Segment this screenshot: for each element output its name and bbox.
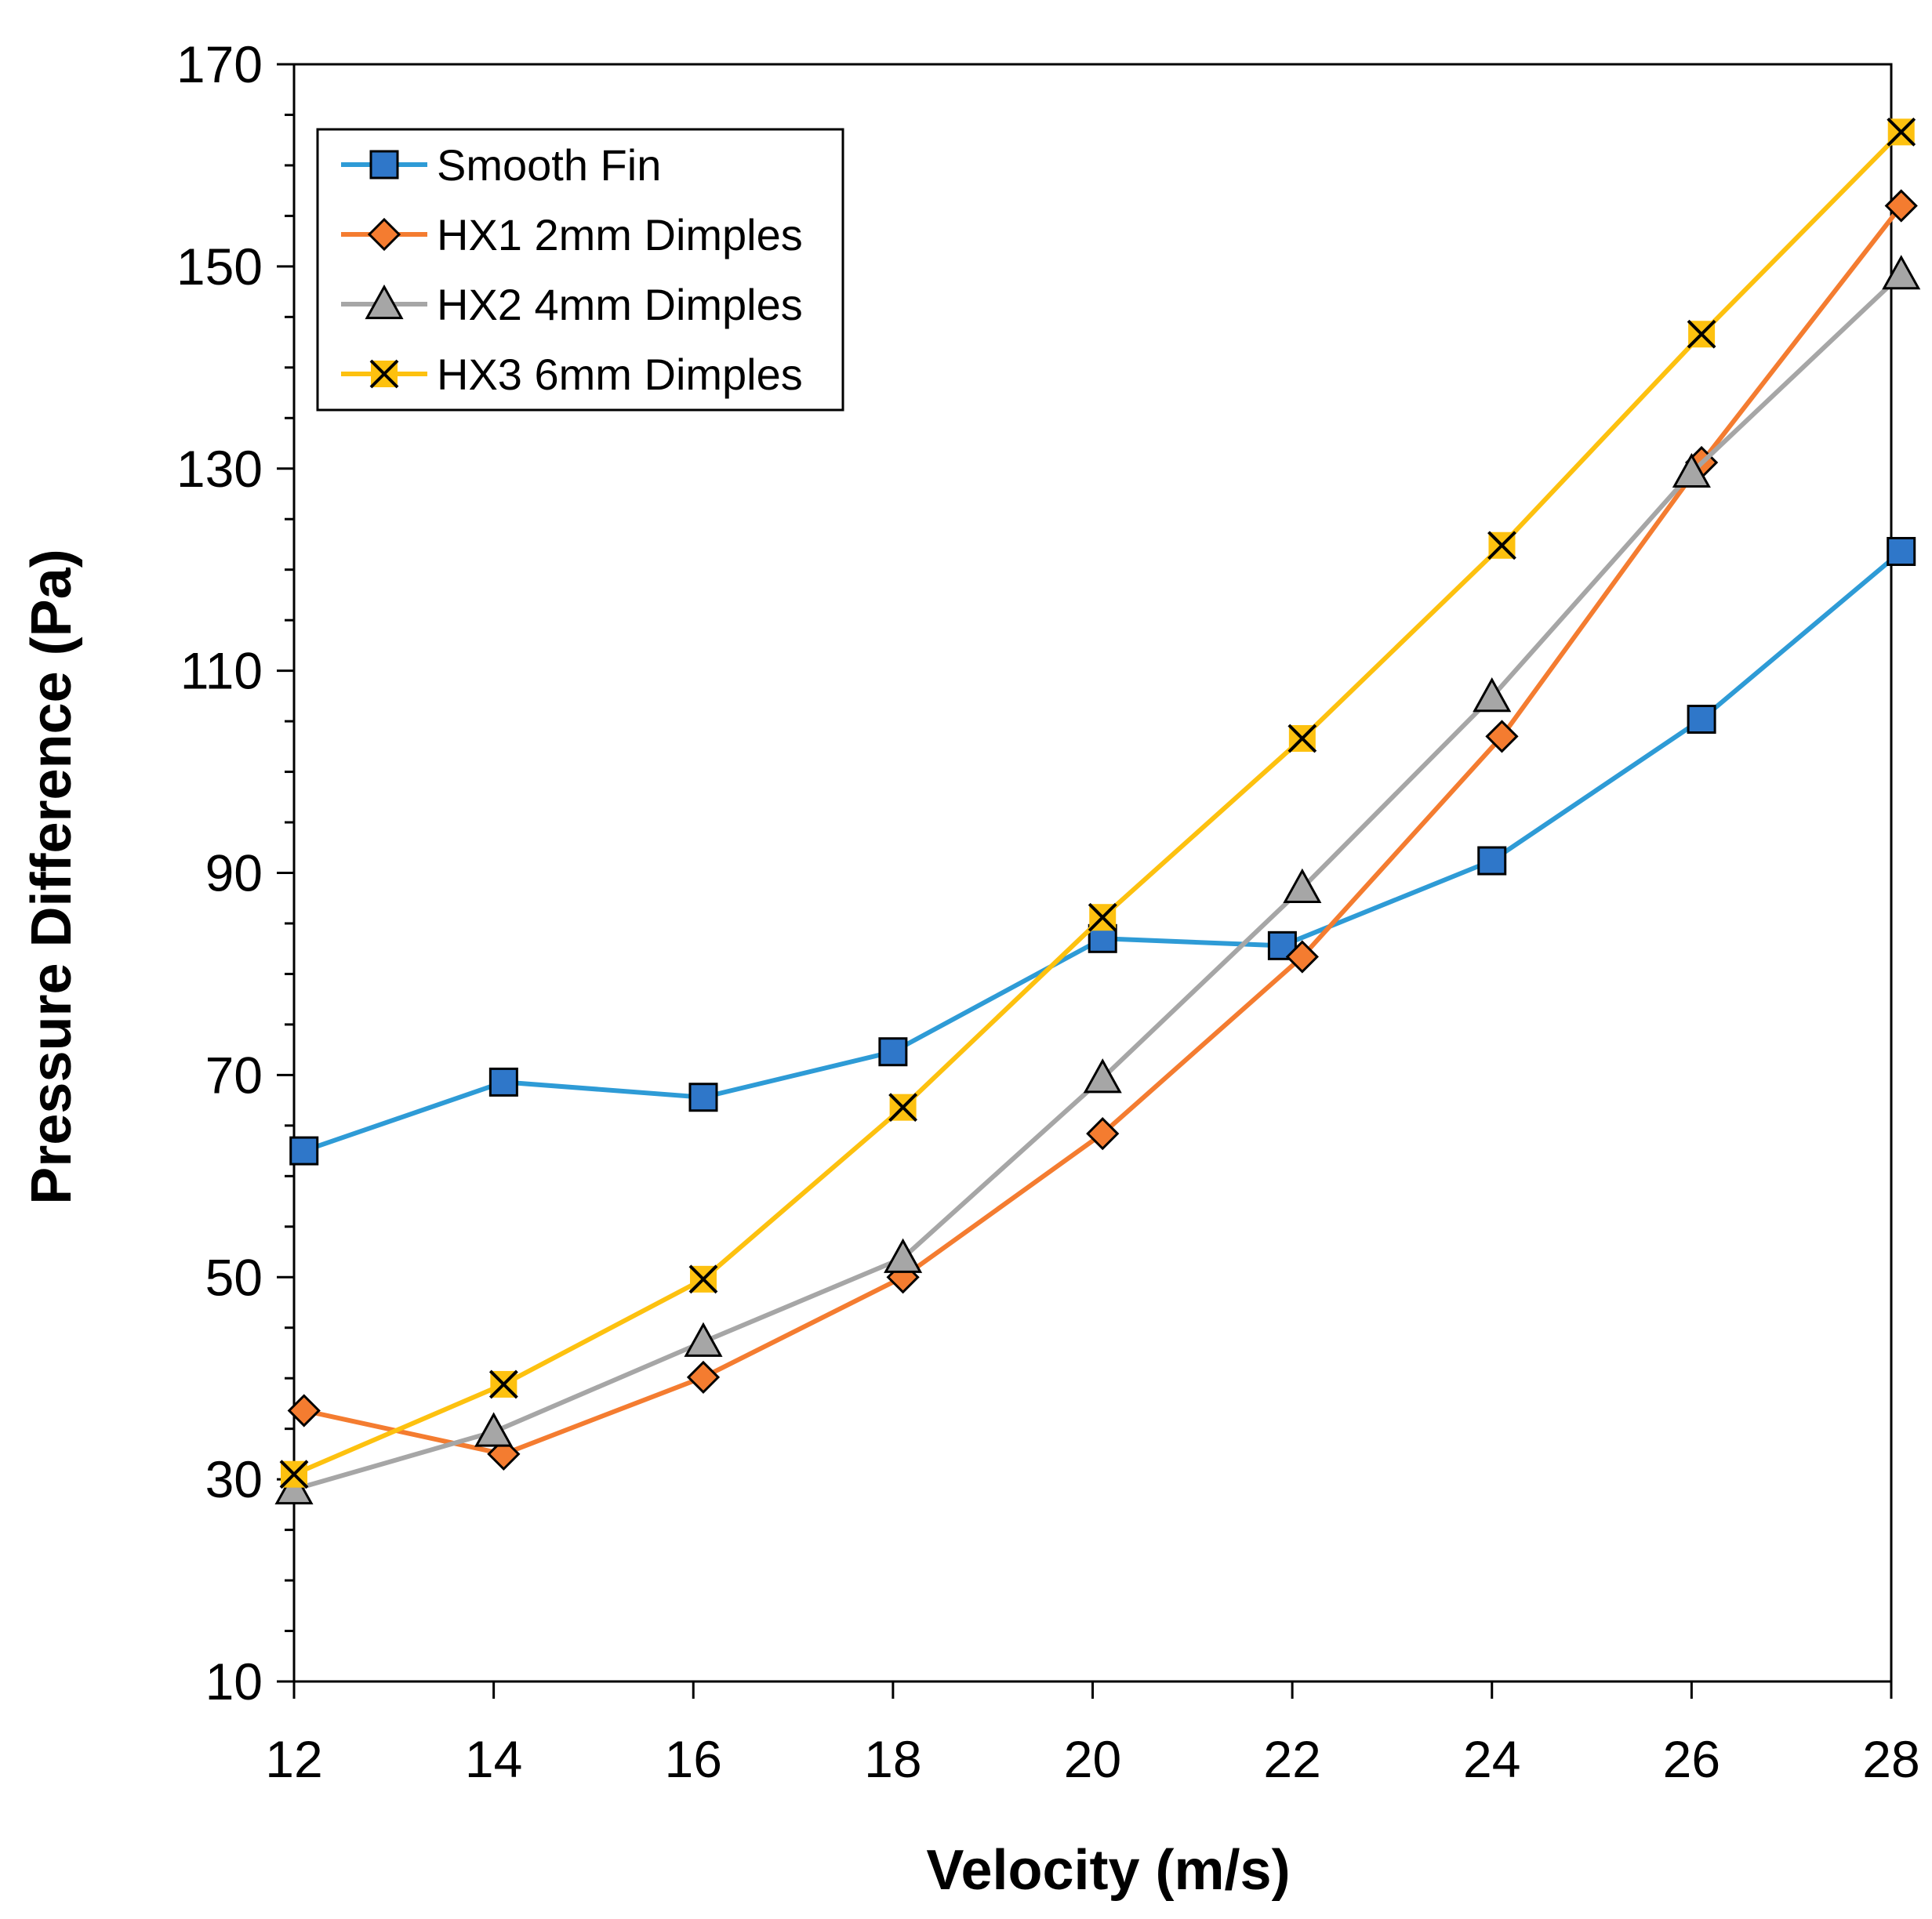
data-point-hx3-6mm-dimples [279, 1460, 309, 1489]
marker-cross-b [1687, 319, 1716, 349]
y-tick-label: 170 [176, 35, 263, 93]
marker-cross-b [1287, 724, 1317, 753]
data-point-hx3-6mm-dimples [1487, 531, 1516, 560]
data-point-smooth-fin [289, 1136, 319, 1166]
marker-cross-b [369, 359, 399, 389]
y-tick-label: 70 [205, 1046, 263, 1104]
legend-label-smooth-fin: Smooth Fin [437, 140, 661, 190]
data-point-smooth-fin [1687, 705, 1716, 735]
marker-cross-b [1487, 531, 1516, 560]
data-point-hx1-2mm-dimples [686, 1360, 721, 1395]
legend-label-hx1-2mm-dimples: HX1 2mm Dimples [437, 210, 803, 259]
data-point-hx3-6mm-dimples [1887, 117, 1916, 147]
x-tick-label: 22 [1263, 1730, 1320, 1788]
series-layer [274, 117, 1921, 1505]
y-tick-label: 50 [205, 1248, 263, 1306]
series-line-hx2-4mm-dimples [293, 273, 1903, 1492]
data-point-smooth-fin [488, 1067, 518, 1097]
legend-marker-hx2-4mm-dimples [365, 284, 404, 320]
marker-cross-b [279, 1460, 309, 1489]
data-point-hx2-4mm-dimples [1882, 255, 1921, 290]
legend-marker-hx1-2mm-dimples [367, 217, 401, 252]
data-point-smooth-fin [1477, 846, 1507, 876]
legend-label-hx3-6mm-dimples: HX3 6mm Dimples [437, 350, 803, 399]
legend: Smooth Fin HX1 2mm Dimples HX2 4mm Dimples… [316, 128, 844, 412]
marker-cross-b [1887, 117, 1916, 147]
legend-box [316, 128, 844, 412]
data-point-hx2-4mm-dimples [884, 1238, 923, 1273]
data-point-hx3-6mm-dimples [1687, 319, 1716, 349]
marker-cross-b [888, 1093, 918, 1123]
x-tick-label: 14 [465, 1730, 522, 1788]
data-point-hx3-6mm-dimples [1088, 902, 1117, 932]
x-tick-label: 28 [1862, 1730, 1919, 1788]
data-point-hx3-6mm-dimples [1287, 724, 1317, 753]
data-point-hx2-4mm-dimples [1473, 677, 1512, 713]
legend-label-hx2-4mm-dimples: HX2 4mm Dimples [437, 280, 803, 329]
y-tick-label: 110 [180, 642, 263, 700]
data-point-hx2-4mm-dimples [684, 1322, 723, 1357]
x-tick-label: 12 [265, 1730, 322, 1788]
data-point-hx2-4mm-dimples [274, 1469, 314, 1505]
y-tick-label: 150 [176, 238, 263, 296]
x-tick-label: 26 [1663, 1730, 1720, 1788]
axes: 10 30 50 70 90 110 130 150 170 12 14 16 18 20 22 24 26 28… [20, 35, 1920, 1902]
data-point-smooth-fin [688, 1083, 718, 1112]
data-point-hx2-4mm-dimples [1283, 868, 1322, 903]
marker-cross-b [688, 1264, 718, 1294]
y-tick-label: 90 [205, 844, 263, 902]
y-axis-title: Pressure Difference (Pa) [20, 549, 83, 1204]
legend-marker-hx3-6mm-dimples [369, 359, 399, 389]
data-point-hx1-2mm-dimples [1285, 940, 1319, 974]
x-tick-label: 20 [1064, 1730, 1121, 1788]
data-point-hx3-6mm-dimples [688, 1264, 718, 1294]
data-point-hx1-2mm-dimples [1884, 189, 1918, 223]
data-point-hx1-2mm-dimples [1086, 1117, 1120, 1151]
x-tick-label: 16 [665, 1730, 722, 1788]
data-point-hx1-2mm-dimples [287, 1394, 321, 1427]
x-tick-label: 18 [864, 1730, 921, 1788]
x-tick-label: 24 [1463, 1730, 1520, 1788]
legend-marker-smooth-fin [369, 150, 399, 180]
data-point-hx2-4mm-dimples [1083, 1058, 1122, 1094]
data-point-hx3-6mm-dimples [488, 1369, 518, 1399]
y-tick-label: 130 [176, 440, 263, 498]
y-tick-label: 30 [205, 1450, 263, 1508]
y-tick-label: 10 [205, 1652, 263, 1710]
data-point-smooth-fin [878, 1037, 908, 1067]
marker-cross-b [1088, 902, 1117, 932]
data-point-hx3-6mm-dimples [888, 1093, 918, 1123]
data-point-hx2-4mm-dimples [1672, 452, 1711, 488]
data-point-hx2-4mm-dimples [474, 1412, 514, 1447]
data-point-smooth-fin [1887, 536, 1916, 566]
x-axis-title: Velocity (m/s) [926, 1839, 1290, 1902]
marker-cross-b [488, 1369, 518, 1399]
data-point-hx1-2mm-dimples [1485, 720, 1519, 753]
